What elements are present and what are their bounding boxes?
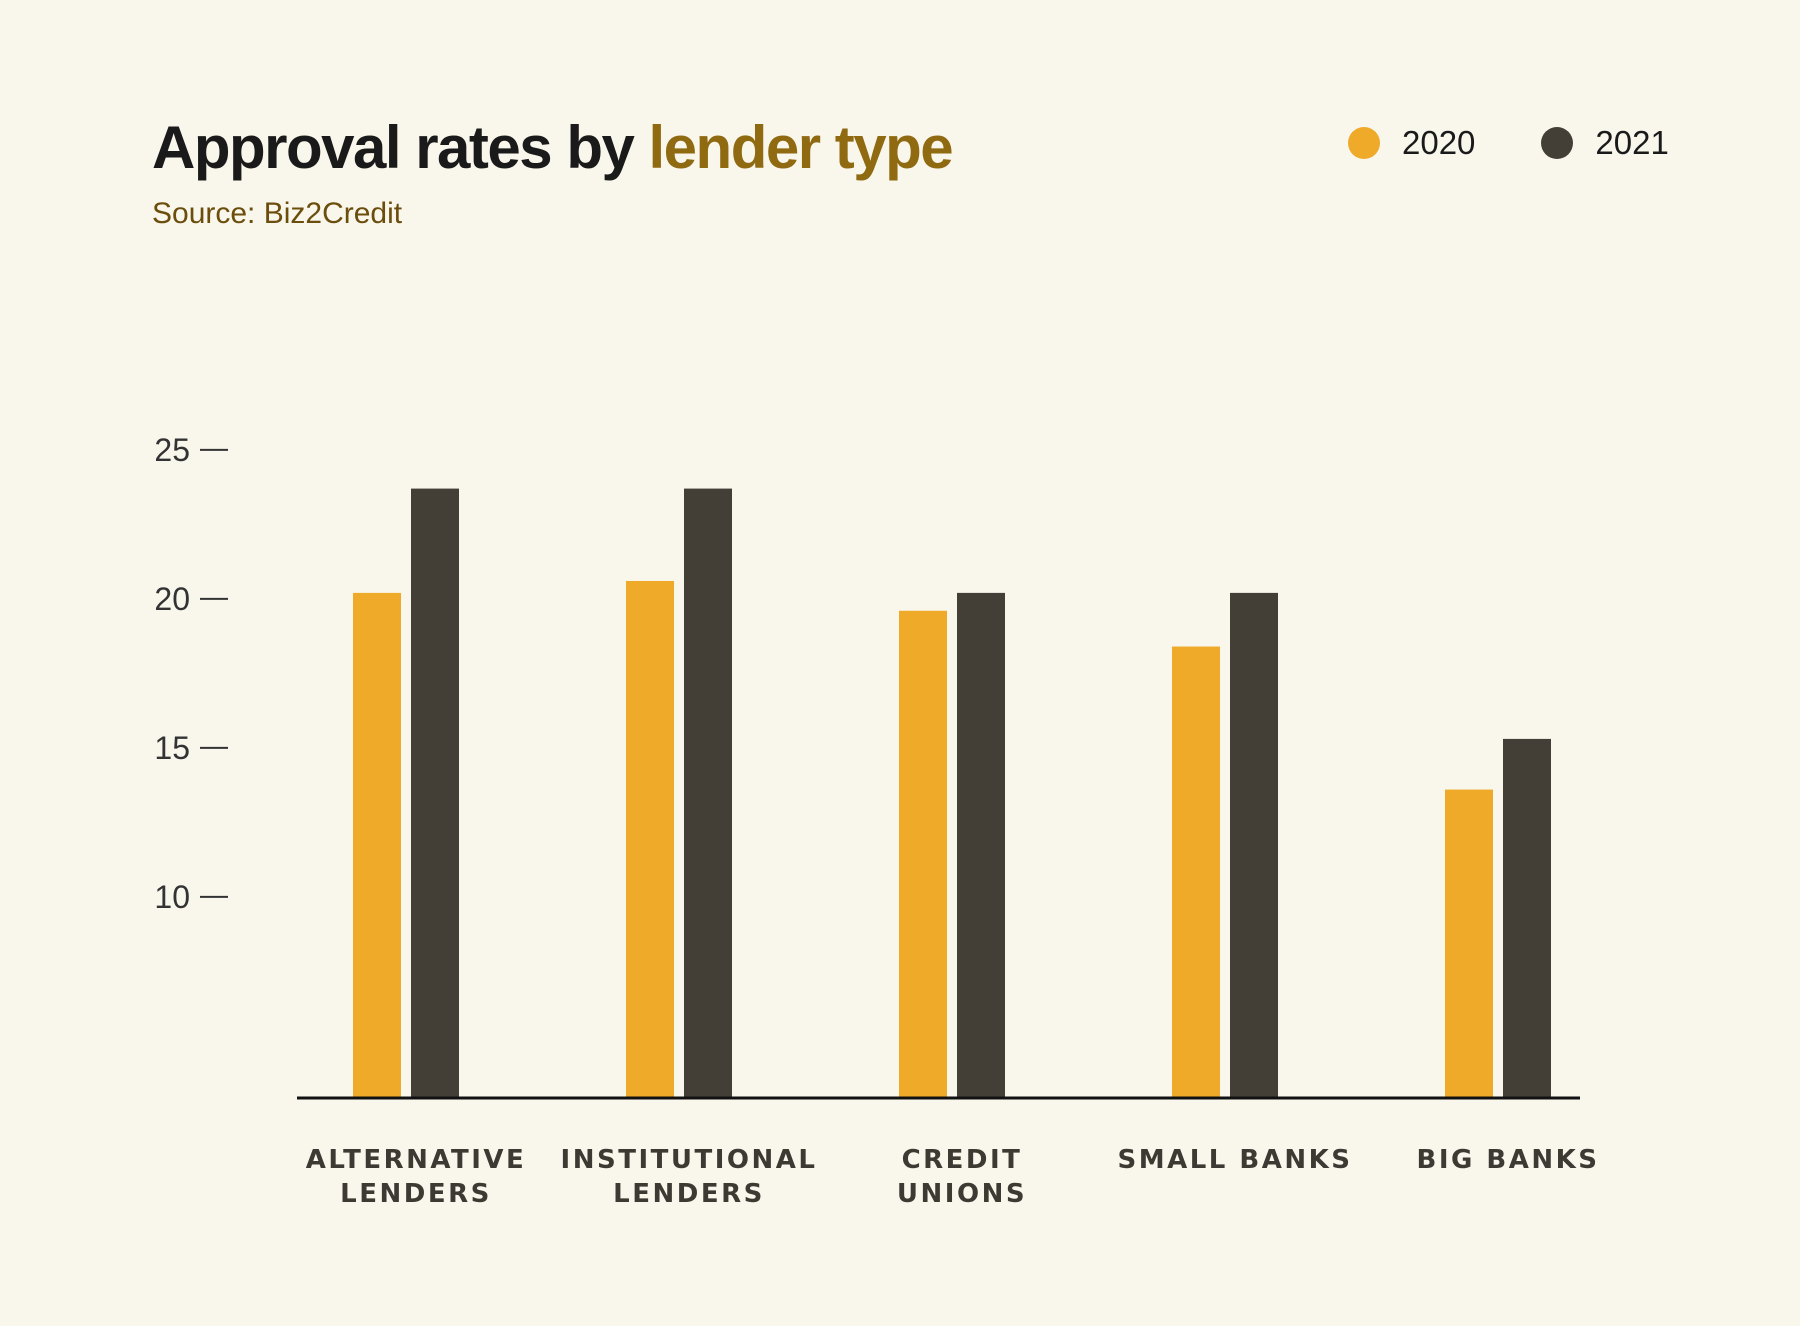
chart-title-accent: lender type [648,114,954,181]
legend-label-2021: 2021 [1595,124,1669,161]
y-tick-label: 15 [154,730,190,766]
x-category-label: BIG BANKS [1417,1145,1600,1175]
bar-2021-credit-unions [957,592,1005,1098]
x-category-label: ALTERNATIVE [306,1145,527,1175]
chart-title-main: Approval rates by [152,114,649,181]
bar-2021-big-banks [1503,738,1551,1098]
bar-2020-big-banks [1445,789,1493,1098]
y-tick-label: 25 [154,432,190,468]
legend-item-2021: 2021 [1541,124,1669,162]
legend-swatch-2021 [1541,127,1574,159]
x-category-label: UNIONS [897,1179,1027,1209]
legend-item-2020: 2020 [1348,124,1475,162]
x-category-label: INSTITUTIONAL [561,1145,818,1175]
legend: 2020 2021 [1348,124,1669,162]
legend-label-2020: 2020 [1402,124,1476,161]
bar-2021-small-banks [1230,592,1278,1098]
x-category-label: LENDERS [340,1179,492,1209]
bar-2021-institutional-lenders [684,488,732,1099]
bar-2020-credit-unions [899,610,947,1098]
y-tick-label: 10 [154,879,190,915]
x-category-label: SMALL BANKS [1118,1145,1353,1175]
bar-2020-institutional-lenders [626,580,674,1098]
y-tick-label: 20 [154,581,190,617]
x-category-label: CREDIT [902,1145,1023,1175]
bar-2020-small-banks [1172,646,1220,1098]
chart-title: Approval rates by lender type [152,112,954,184]
chart-source: Source: Biz2Credit [152,197,403,230]
x-category-label: LENDERS [613,1179,765,1209]
bar-2021-alternative-lenders [411,488,459,1099]
bar-2020-alternative-lenders [353,592,401,1098]
legend-swatch-2020 [1348,127,1380,159]
